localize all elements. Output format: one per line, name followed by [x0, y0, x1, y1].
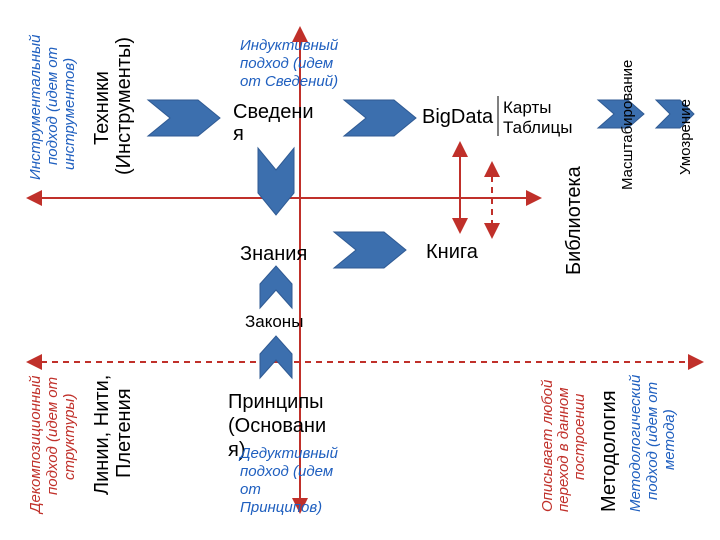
ann-ded-l4: Принципов) [240, 499, 322, 516]
label-principy-l2: (Основани [228, 415, 326, 437]
label-kniga: Книга [426, 241, 479, 263]
ann-instrument-l1: Инструментальный [27, 34, 44, 180]
ann-dekomp-l3: структуры) [61, 394, 78, 480]
label-mass: Масштабирование [619, 60, 636, 190]
label-tehniki-l2: (Инструменты) [113, 37, 135, 175]
label-svedeniya-l2: я [233, 123, 244, 145]
ann-opis-l2: переход в данном [555, 387, 572, 512]
ann-ded-l3: от [240, 481, 261, 498]
label-bigdata: BigData [422, 106, 494, 128]
ann-dekomp-l2: подход (идем от [44, 377, 61, 495]
ann-ind-l3: от Сведений) [240, 73, 338, 90]
label-znaniya: Знания [240, 243, 307, 265]
label-tablicy: Таблицы [503, 118, 572, 137]
ann-ind-l2: подход (идем [240, 55, 333, 72]
lower-right-vertical: Методология Описывает любой переход в да… [539, 374, 678, 512]
label-biblioteka: Библиотека [563, 165, 585, 275]
label-tehniki-l1: Техники [91, 71, 113, 145]
ann-metod-l1: Методологический [627, 374, 644, 512]
ann-dekomp-l1: Декомпозиционный [27, 375, 44, 515]
ann-ind-l1: Индуктивный [240, 37, 339, 54]
ann-opis-l3: построении [571, 393, 588, 480]
ann-ded-l2: подход (идем [240, 463, 333, 480]
label-pleteniya: Плетения [113, 388, 135, 478]
ann-ded-l1: Дедуктивный [238, 445, 339, 462]
label-karty: Карты [503, 98, 551, 117]
ann-opis-l1: Описывает любой [539, 379, 556, 512]
ann-metod-l3: метода) [661, 409, 678, 470]
diagram-canvas: Техники (Инструменты) Инструментальный п… [0, 0, 720, 540]
label-metodologiya: Методология [598, 390, 620, 512]
ann-metod-l2: подход (идем от [644, 382, 661, 500]
label-linii: Линии, Нити, [91, 375, 113, 495]
ann-inductive: Индуктивный подход (идем от Сведений) [240, 37, 339, 90]
label-zakony: Законы [245, 312, 303, 331]
ann-instrument-l3: инструментов) [61, 58, 78, 170]
label-svedeniya-l1: Сведени [233, 101, 314, 123]
ann-instrument-l2: подход (идем от [44, 47, 61, 165]
label-umo: Умозрение [677, 99, 694, 175]
label-principy-l1: Принципы [228, 391, 324, 413]
